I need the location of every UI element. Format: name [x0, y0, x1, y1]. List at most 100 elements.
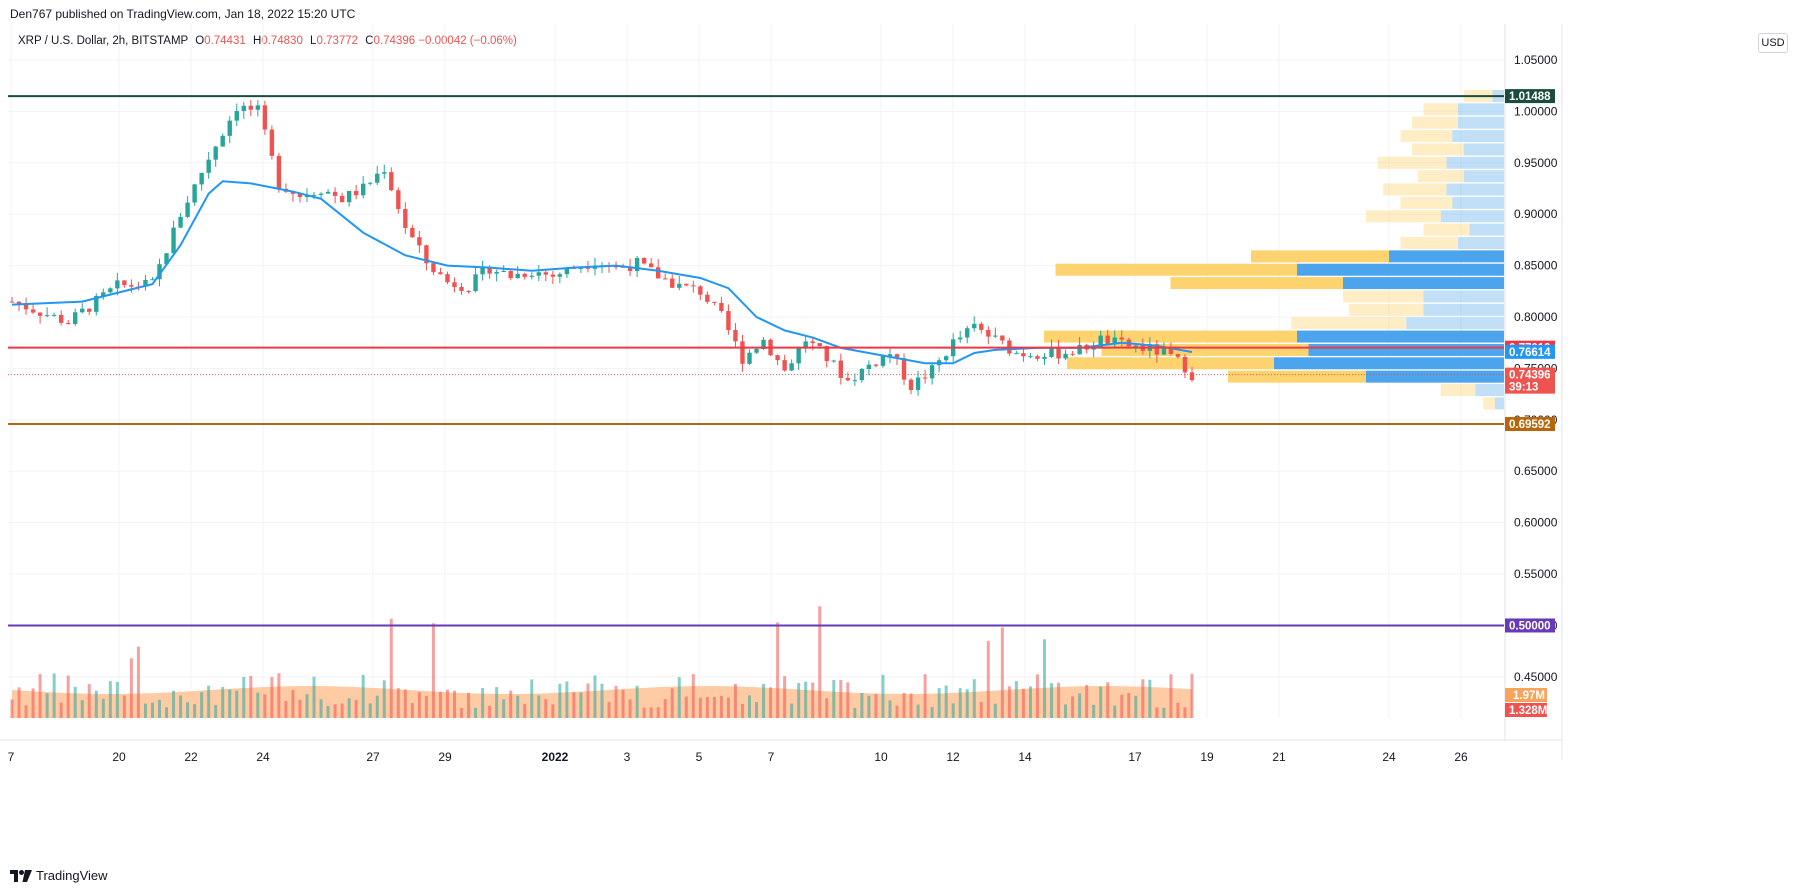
- candle: [515, 273, 520, 279]
- volume-bar: [417, 692, 421, 718]
- volume-bar: [1043, 639, 1046, 718]
- volume-bar: [361, 674, 365, 718]
- time-axis[interactable]: 7 20 22 24 27 29 2022 3 5 7 10 12 14 17 19 21 24 26: [0, 739, 1562, 764]
- volume-bar: [396, 688, 400, 718]
- candle: [536, 272, 541, 276]
- volume-bar: [1176, 702, 1180, 718]
- volume-bar: [165, 707, 169, 718]
- volume-bar: [410, 703, 414, 718]
- vp-down-bar: [1389, 250, 1504, 263]
- candle: [9, 301, 15, 303]
- price-tick-label: 0.95000: [1514, 156, 1558, 170]
- brand-name: TradingView: [36, 868, 108, 883]
- volume-bar: [726, 697, 730, 718]
- volume-bar: [73, 686, 77, 718]
- vp-down-bar: [1475, 384, 1504, 397]
- price-tick-label: 0.60000: [1514, 516, 1558, 530]
- vp-up-bar: [1412, 116, 1458, 129]
- vp-down-bar: [1446, 183, 1504, 196]
- vp-down-bar: [1297, 263, 1504, 276]
- candle: [424, 245, 429, 264]
- volume-bar: [1106, 682, 1110, 718]
- top-bar: Den767 published on TradingView.com, Jan…: [0, 0, 1814, 28]
- level-tag-text: 0.50000: [1509, 620, 1551, 632]
- candle: [557, 274, 563, 277]
- volume-bar: [298, 699, 302, 718]
- candle: [276, 155, 282, 189]
- volume-bar: [797, 683, 801, 718]
- volume-bar: [776, 622, 780, 718]
- volume-bar: [965, 689, 969, 718]
- candle: [873, 364, 879, 366]
- price-tick-label: 0.90000: [1514, 207, 1558, 221]
- candle: [262, 105, 268, 130]
- volume-bar: [481, 688, 485, 718]
- vp-up-bar: [1348, 303, 1424, 316]
- volume-bars: [10, 606, 1194, 718]
- candle: [410, 227, 415, 238]
- vp-up-bar: [1228, 370, 1366, 383]
- candle: [1175, 354, 1181, 357]
- volume-bar: [818, 606, 822, 718]
- time-tick-label: 7: [768, 750, 775, 764]
- candle: [255, 105, 261, 110]
- volume-ma-text: 1.97M: [1513, 690, 1545, 702]
- time-tick-label: 26: [1454, 750, 1468, 764]
- candle: [915, 377, 921, 391]
- candle: [389, 172, 394, 191]
- high-label: H: [252, 35, 262, 47]
- candle: [522, 273, 527, 277]
- volume-bar: [1021, 688, 1025, 718]
- candle: [360, 183, 366, 196]
- candle: [1182, 356, 1188, 373]
- candle: [965, 328, 970, 338]
- candle: [178, 216, 183, 228]
- volume-bar: [937, 688, 941, 718]
- candle: [396, 190, 401, 210]
- candle: [929, 365, 935, 379]
- volume-bar: [846, 682, 850, 718]
- volume-bar: [10, 699, 14, 718]
- candle: [972, 323, 977, 329]
- candle: [248, 105, 254, 110]
- candle: [1189, 372, 1195, 381]
- volume-bar: [614, 685, 618, 718]
- candle: [23, 304, 29, 310]
- vp-down-bar: [1463, 170, 1504, 183]
- volume-bar: [832, 680, 836, 718]
- volume-bar: [242, 676, 246, 718]
- candle: [712, 301, 717, 303]
- tradingview-logo[interactable]: TradingView: [10, 868, 108, 883]
- horizontal-levels[interactable]: [8, 95, 1504, 627]
- volume-bar: [593, 675, 597, 718]
- volume-bar: [895, 705, 899, 718]
- volume-bar: [684, 696, 688, 718]
- volume-bar: [284, 700, 288, 718]
- volume-bar: [1064, 704, 1068, 718]
- volume-bar: [221, 686, 225, 718]
- vp-up-bar: [1423, 223, 1470, 236]
- candle: [634, 258, 640, 272]
- candle: [1105, 335, 1110, 345]
- symbol-name[interactable]: XRP / U.S. Dollar, 2h, BITSTAMP: [18, 35, 189, 47]
- low-label: L: [310, 35, 317, 47]
- candle: [368, 182, 373, 184]
- candle: [375, 173, 380, 183]
- candle: [838, 360, 844, 378]
- candle: [1049, 347, 1054, 357]
- vp-down-bar: [1308, 343, 1504, 356]
- vp-up-bar: [1251, 250, 1389, 263]
- footer: [0, 860, 1814, 893]
- vp-down-bar: [1343, 277, 1504, 290]
- volume-bar: [642, 707, 646, 718]
- high-value: 0.74830: [261, 35, 303, 47]
- candle: [466, 290, 471, 292]
- change-value: −0.00042 (−0.06%): [418, 35, 517, 47]
- vp-up-bar: [1400, 236, 1458, 249]
- currency-button[interactable]: USD: [1758, 33, 1788, 53]
- volume-bar: [305, 694, 309, 718]
- candle: [1098, 335, 1103, 347]
- candle: [213, 146, 218, 160]
- volume-bar: [1028, 686, 1032, 718]
